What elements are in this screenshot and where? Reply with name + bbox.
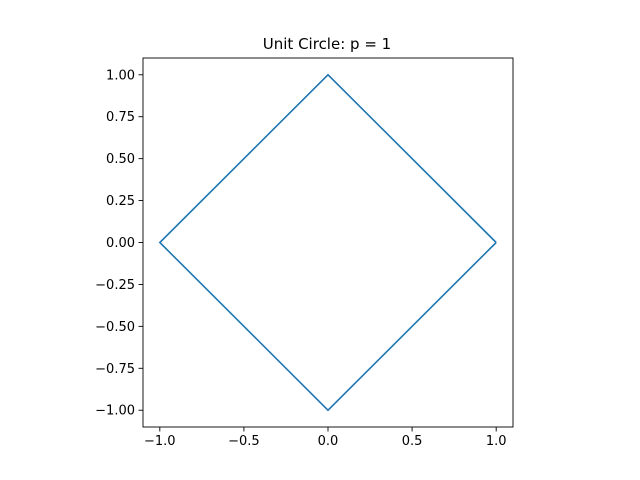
plot-area: −1.0 −0.5 0.0 0.5 1.0 1.00 0.75 0.50 0.25 0.00 −0.…: [95, 57, 514, 449]
y-tick-label: 0.50: [106, 152, 135, 167]
y-tick-label: −1.00: [95, 404, 135, 419]
x-tick-label: 0.0: [318, 434, 339, 449]
y-tick-label: −0.25: [95, 278, 135, 293]
y-tick-label: 1.00: [106, 68, 135, 83]
series-line-0: [158, 73, 497, 412]
x-tick-label: −1.0: [144, 434, 176, 449]
y-tick-label: −0.50: [95, 320, 135, 335]
y-tick-label: 0.75: [106, 110, 135, 125]
x-tick-label: 1.0: [486, 434, 507, 449]
x-tick-label: 0.5: [402, 434, 423, 449]
y-tick-label: 0.25: [106, 194, 135, 209]
y-tick-label: 0.00: [106, 236, 135, 251]
chart-title: Unit Circle: p = 1: [263, 35, 391, 53]
y-tick-label: −0.75: [95, 362, 135, 377]
x-tick-label: −0.5: [228, 434, 260, 449]
